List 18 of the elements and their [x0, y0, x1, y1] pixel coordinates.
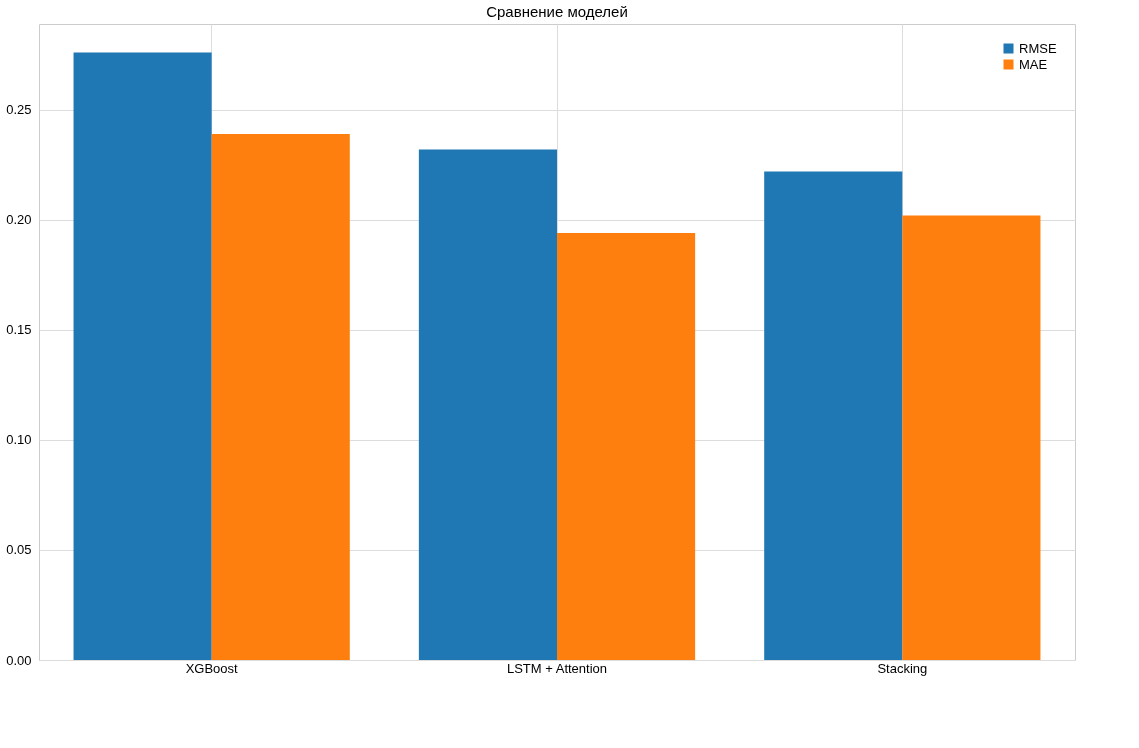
x-tick-label: LSTM + Attention [506, 660, 608, 676]
y-tick-label: 0.10 [6, 432, 32, 448]
y-tick-label: 0.20 [6, 212, 32, 228]
x-tick-label: XGBoost [185, 660, 239, 676]
legend-label: RMSE [1019, 40, 1057, 56]
legend-label: MAE [1019, 56, 1048, 72]
bar [73, 52, 212, 660]
x-tick-label: Stacking [877, 660, 928, 676]
bar [557, 233, 696, 660]
y-tick-label: 0.00 [6, 652, 32, 668]
bar [902, 215, 1041, 660]
bar [211, 134, 350, 660]
chart-title: Сравнение моделей [486, 3, 628, 20]
bar [418, 149, 557, 660]
y-tick-label: 0.05 [6, 542, 32, 558]
y-tick-label: 0.15 [6, 322, 32, 338]
y-tick-label: 0.25 [6, 102, 32, 118]
bar [764, 171, 903, 660]
